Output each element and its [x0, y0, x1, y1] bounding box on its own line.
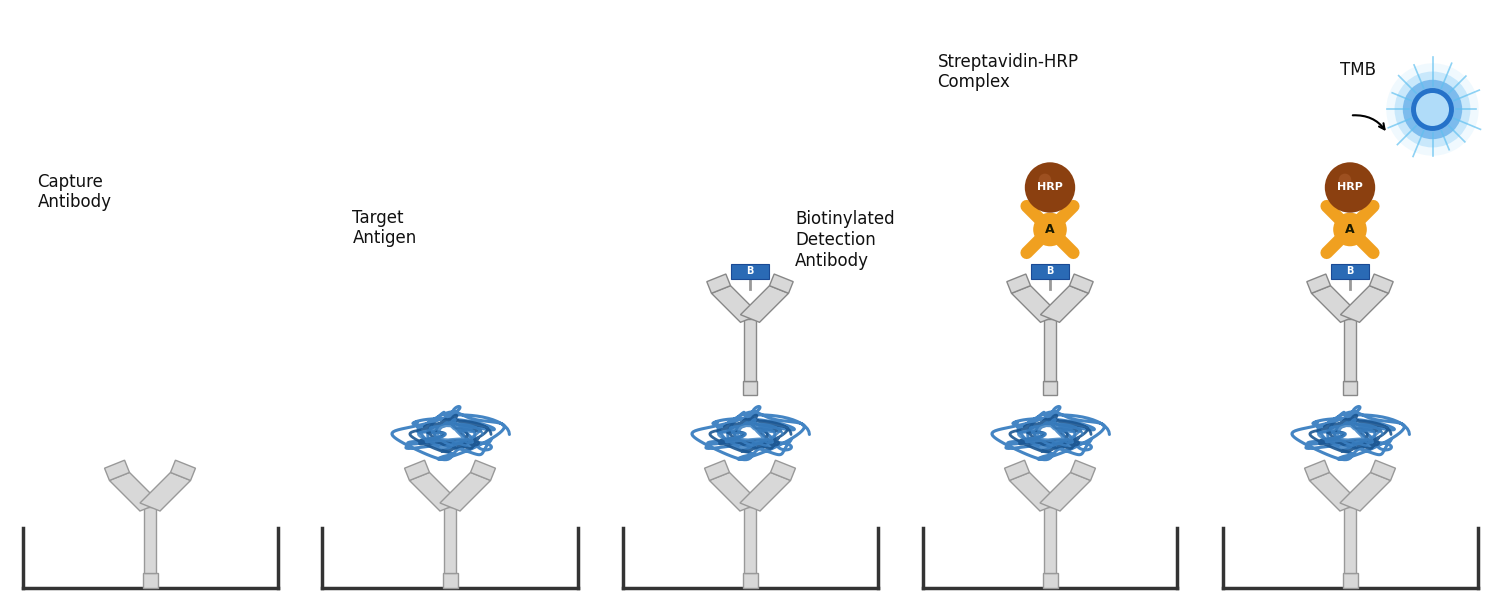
Text: HRP: HRP [1336, 182, 1364, 193]
FancyBboxPatch shape [142, 573, 158, 588]
Polygon shape [705, 460, 729, 481]
Polygon shape [140, 472, 190, 511]
Ellipse shape [1334, 212, 1366, 246]
Polygon shape [1040, 472, 1090, 511]
Bar [744, 319, 756, 381]
Polygon shape [471, 460, 495, 481]
Text: B: B [1347, 266, 1353, 277]
Polygon shape [771, 460, 795, 481]
Ellipse shape [1416, 93, 1449, 126]
Ellipse shape [1402, 80, 1462, 139]
Bar [1044, 319, 1056, 381]
Text: HRP: HRP [1036, 182, 1064, 193]
FancyBboxPatch shape [742, 573, 758, 588]
Text: A: A [1346, 223, 1354, 236]
Polygon shape [1306, 274, 1330, 293]
Text: A: A [1046, 223, 1054, 236]
Bar [1044, 507, 1056, 573]
Polygon shape [711, 286, 759, 322]
Polygon shape [1310, 472, 1360, 511]
Ellipse shape [1386, 63, 1479, 155]
Ellipse shape [1395, 71, 1470, 148]
Polygon shape [1005, 460, 1029, 481]
FancyBboxPatch shape [442, 573, 458, 588]
Ellipse shape [1412, 88, 1454, 131]
Bar [744, 507, 756, 573]
Polygon shape [1041, 286, 1089, 322]
Polygon shape [1371, 460, 1395, 481]
Bar [1344, 507, 1356, 573]
Text: Streptavidin-HRP
Complex: Streptavidin-HRP Complex [938, 53, 1078, 91]
Polygon shape [741, 286, 789, 322]
Polygon shape [105, 460, 129, 481]
Polygon shape [1071, 460, 1095, 481]
Ellipse shape [1038, 173, 1052, 186]
FancyBboxPatch shape [1042, 573, 1058, 588]
Polygon shape [1341, 286, 1389, 322]
Polygon shape [410, 472, 460, 511]
Ellipse shape [1324, 162, 1376, 212]
Polygon shape [1070, 274, 1094, 293]
Bar [144, 507, 156, 573]
Polygon shape [710, 472, 760, 511]
Ellipse shape [1034, 212, 1066, 246]
Polygon shape [440, 472, 491, 511]
Polygon shape [1370, 274, 1394, 293]
Polygon shape [1010, 472, 1060, 511]
FancyBboxPatch shape [742, 381, 758, 395]
Polygon shape [171, 460, 195, 481]
FancyBboxPatch shape [1342, 573, 1358, 588]
FancyBboxPatch shape [1042, 381, 1058, 395]
Polygon shape [1007, 274, 1031, 293]
FancyBboxPatch shape [1342, 381, 1358, 395]
Text: Target
Antigen: Target Antigen [352, 209, 417, 247]
Polygon shape [1305, 460, 1329, 481]
Polygon shape [1311, 286, 1359, 322]
Polygon shape [110, 472, 160, 511]
Text: B: B [1047, 266, 1053, 277]
Text: TMB: TMB [1340, 61, 1376, 79]
Text: B: B [747, 266, 753, 277]
Polygon shape [706, 274, 730, 293]
Bar [444, 507, 456, 573]
Polygon shape [405, 460, 429, 481]
Polygon shape [740, 472, 790, 511]
Polygon shape [1340, 472, 1390, 511]
Polygon shape [770, 274, 794, 293]
Text: Capture
Antibody: Capture Antibody [38, 173, 111, 211]
Text: Biotinylated
Detection
Antibody: Biotinylated Detection Antibody [795, 210, 894, 270]
Ellipse shape [1338, 173, 1352, 186]
Polygon shape [1011, 286, 1059, 322]
Bar [1344, 319, 1356, 381]
Ellipse shape [1024, 162, 1075, 212]
